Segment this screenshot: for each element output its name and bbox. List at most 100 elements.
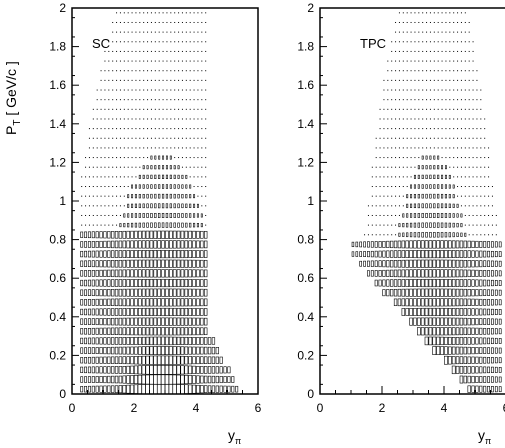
histogram-cell — [176, 365, 181, 375]
histogram-cell — [363, 251, 366, 257]
histogram-cell — [488, 205, 490, 207]
histogram-cell — [426, 137, 428, 139]
histogram-cell — [123, 166, 125, 168]
histogram-cell — [393, 298, 398, 307]
histogram-cell — [107, 318, 111, 326]
histogram-cell — [406, 12, 408, 14]
histogram-cell — [437, 99, 439, 101]
histogram-cell — [127, 21, 129, 23]
y-tick-label: 1.4 — [49, 117, 66, 131]
histogram-cell — [487, 337, 491, 345]
histogram-cell — [437, 213, 440, 218]
histogram-cell — [189, 203, 192, 208]
histogram-cell — [395, 21, 397, 23]
histogram-cell — [205, 128, 207, 130]
histogram-cell — [463, 250, 467, 258]
histogram-cell — [475, 298, 479, 306]
histogram-cell — [81, 176, 83, 178]
histogram-cell — [108, 137, 110, 139]
histogram-cell — [126, 317, 130, 326]
histogram-cell — [111, 298, 115, 306]
histogram-cell — [157, 278, 161, 288]
histogram-cell — [172, 317, 177, 326]
histogram-cell — [448, 194, 451, 199]
histogram-cell — [114, 298, 119, 307]
histogram-cell — [494, 366, 498, 373]
histogram-cell — [444, 279, 448, 288]
histogram-cell — [453, 137, 455, 139]
histogram-cell — [196, 288, 200, 297]
histogram-cell — [108, 195, 110, 197]
histogram-cell — [146, 193, 149, 199]
histogram-cell — [172, 355, 177, 365]
histogram-cell — [463, 317, 467, 326]
histogram-cell — [181, 50, 183, 52]
histogram-cell — [130, 365, 134, 375]
histogram-cell — [172, 269, 177, 278]
histogram-cell — [402, 147, 404, 149]
histogram-cell — [103, 289, 107, 297]
histogram-cell — [80, 308, 84, 316]
histogram-cell — [483, 299, 487, 306]
histogram-cell — [150, 89, 152, 91]
histogram-cell — [453, 79, 455, 81]
histogram-cell — [196, 250, 200, 258]
histogram-cell — [402, 176, 404, 178]
histogram-cell — [451, 240, 456, 249]
histogram-cell — [410, 147, 412, 149]
histogram-cell — [405, 288, 409, 297]
histogram-cell — [422, 118, 424, 120]
histogram-cell — [153, 278, 158, 288]
histogram-cell — [205, 224, 207, 226]
histogram-cell — [119, 176, 121, 178]
histogram-cell — [92, 166, 94, 168]
histogram-cell — [460, 118, 462, 120]
histogram-cell — [219, 376, 223, 384]
histogram-cell — [104, 137, 106, 139]
histogram-cell — [127, 194, 130, 199]
y-tick-label: 0.2 — [297, 348, 314, 362]
histogram-cell — [487, 260, 491, 267]
histogram-cell — [201, 108, 203, 110]
histogram-cell — [409, 222, 413, 228]
histogram-cell — [409, 298, 413, 307]
histogram-cell — [471, 308, 475, 316]
histogram-cell — [426, 147, 428, 149]
histogram-cell — [387, 99, 389, 101]
histogram-cell — [468, 166, 470, 168]
histogram-cell — [418, 60, 420, 62]
histogram-cell — [422, 31, 424, 33]
histogram-cell — [491, 186, 493, 188]
histogram-cell — [395, 50, 397, 52]
histogram-cell — [100, 166, 102, 168]
histogram-cell — [169, 155, 172, 160]
histogram-cell — [197, 79, 199, 81]
histogram-cell — [196, 213, 199, 218]
histogram-cell — [185, 222, 188, 228]
histogram-cell — [178, 31, 180, 33]
histogram-cell — [193, 157, 195, 159]
histogram-cell — [383, 224, 385, 226]
histogram-cell — [154, 60, 156, 62]
histogram-cell — [387, 224, 389, 226]
histogram-cell — [177, 165, 180, 170]
histogram-cell — [437, 50, 439, 52]
histogram-cell — [379, 205, 381, 207]
histogram-cell — [189, 147, 191, 149]
histogram-cell — [205, 147, 207, 149]
histogram-cell — [112, 195, 114, 197]
histogram-cell — [100, 186, 102, 188]
histogram-cell — [223, 366, 227, 374]
histogram-cell — [181, 147, 183, 149]
histogram-cell — [172, 327, 177, 336]
histogram-cell — [92, 224, 94, 226]
histogram-cell — [386, 260, 390, 268]
histogram-cell — [200, 337, 204, 345]
histogram-cell — [464, 12, 466, 14]
histogram-cell — [467, 260, 471, 268]
histogram-cell — [483, 241, 487, 248]
histogram-cell — [157, 222, 161, 228]
histogram-cell — [455, 346, 460, 355]
histogram-cell — [131, 176, 133, 178]
histogram-cell — [126, 346, 130, 355]
